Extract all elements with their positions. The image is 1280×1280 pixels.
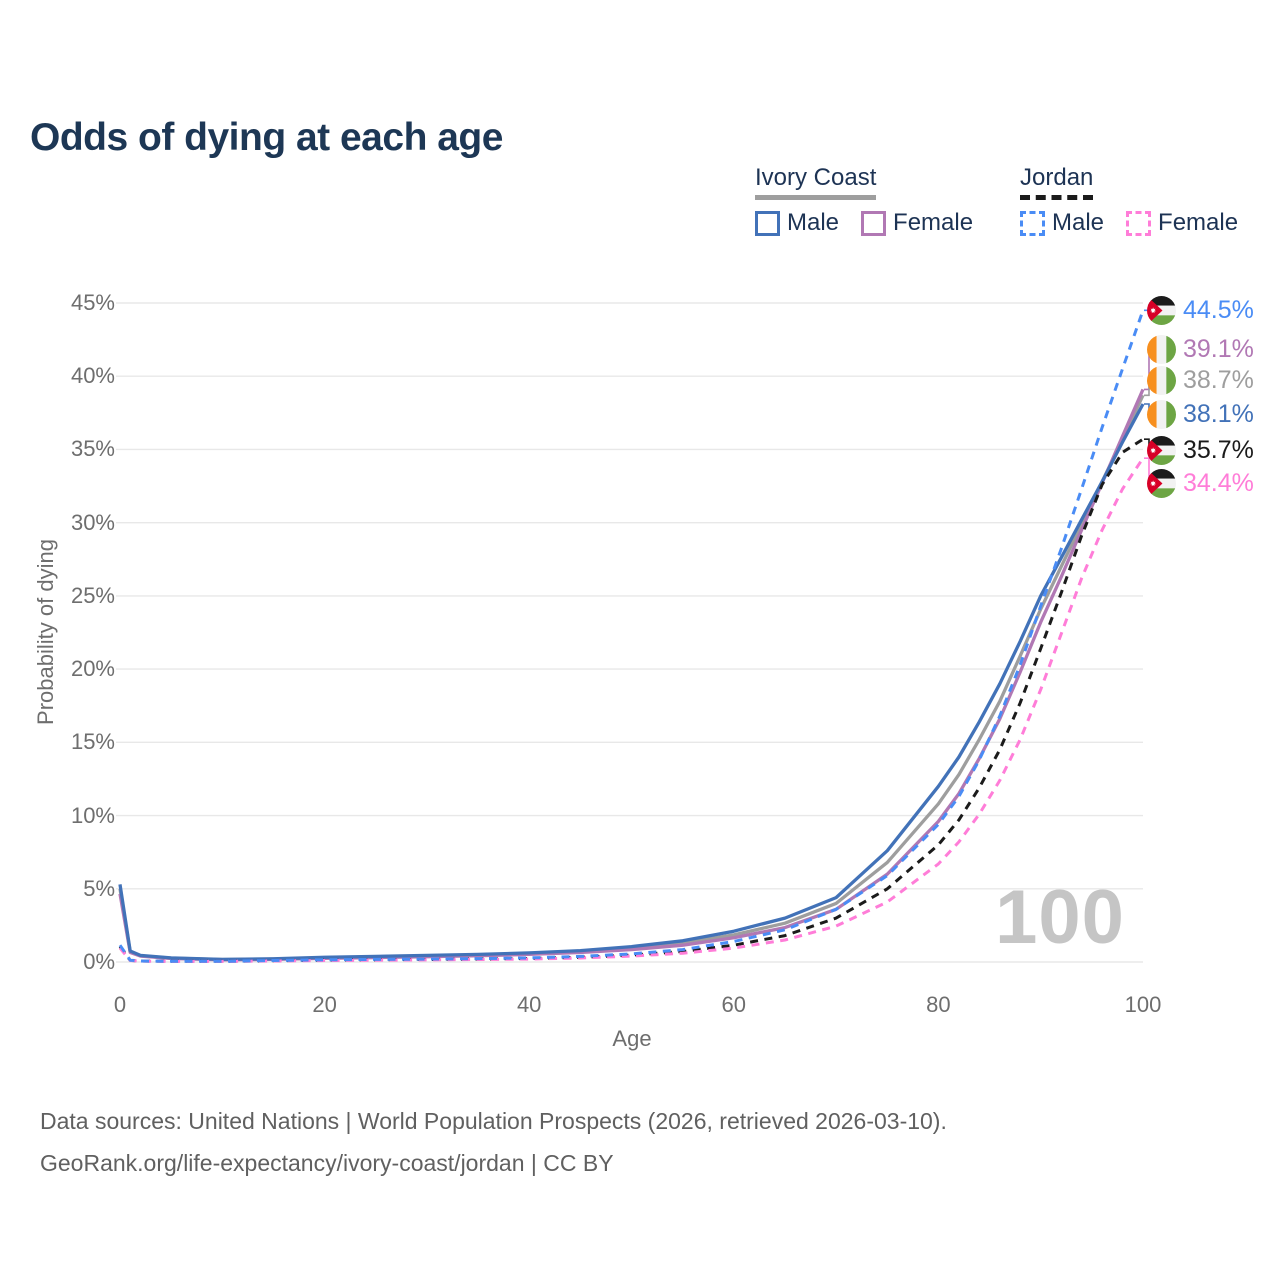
x-tick-label: 40 <box>516 992 542 1017</box>
y-tick-label: 45% <box>70 290 115 315</box>
y-tick-label: 20% <box>70 656 115 682</box>
y-axis-title: Probability of dying <box>33 539 58 725</box>
x-tick-label: 0 <box>113 992 127 1017</box>
end-label-ivory-coast-total: 38.7% <box>1147 366 1254 395</box>
ivory-coast-flag-icon <box>1147 400 1176 429</box>
end-label-value: 35.7% <box>1183 436 1254 464</box>
legend-item-ivory-coast-male[interactable]: Male <box>755 209 839 237</box>
checkbox-ivory-coast-male <box>755 210 780 236</box>
series-line-ivory-coast-total <box>118 394 1145 962</box>
ivory-coast-flag-icon <box>1147 366 1176 395</box>
y-tick-label: 40% <box>70 363 115 389</box>
series-line-ivory-coast-female <box>118 388 1145 962</box>
end-label-value: 38.7% <box>1183 366 1254 394</box>
series-line-ivory-coast-male <box>118 403 1145 962</box>
jordan-flag-icon <box>1147 296 1176 325</box>
end-label-jordan-female: 34.4% <box>1147 469 1254 498</box>
page-title: Odds of dying at each age <box>30 116 503 160</box>
legend-header-ivory-coast[interactable]: Ivory Coast <box>755 164 877 200</box>
legend-group-jordan: Jordan Male Female <box>1020 164 1238 237</box>
legend-item-ivory-coast-female[interactable]: Female <box>861 209 973 237</box>
checkbox-ivory-coast-female <box>861 210 887 236</box>
y-tick-label: 0% <box>83 949 115 974</box>
end-label-jordan-total: 35.7% <box>1147 436 1254 465</box>
hovered-age-watermark: 100 <box>995 875 1125 960</box>
x-tick-label: 100 <box>1124 992 1162 1017</box>
series-line-jordan-male <box>118 309 1145 963</box>
x-tick-label: 60 <box>721 992 747 1017</box>
legend-label: Female <box>893 209 974 236</box>
end-label-value: 44.5% <box>1183 296 1254 324</box>
legend-item-jordan-male[interactable]: Male <box>1020 209 1104 237</box>
end-label-value: 39.1% <box>1183 335 1254 363</box>
y-tick-label: 10% <box>70 802 115 828</box>
data-sources-text: Data sources: United Nations | World Pop… <box>40 1108 947 1134</box>
x-tick-label: 20 <box>312 992 337 1017</box>
jordan-flag-icon <box>1147 469 1176 498</box>
legend-label: Female <box>1158 209 1239 236</box>
jordan-flag-icon <box>1147 436 1176 465</box>
ivory-coast-flag-icon <box>1147 335 1176 364</box>
attribution-link-text: GeoRank.org/life-expectancy/ivory-coast/… <box>40 1150 614 1176</box>
x-tick-label: 80 <box>926 992 951 1017</box>
legend-group-ivory-coast: Ivory Coast Male Female <box>755 164 973 237</box>
end-label-jordan-male: 44.5% <box>1147 296 1254 325</box>
end-label-value: 34.4% <box>1183 469 1254 497</box>
y-tick-label: 15% <box>70 729 115 755</box>
y-tick-label: 35% <box>70 436 115 462</box>
legend-item-jordan-female[interactable]: Female <box>1126 209 1238 237</box>
end-label-value: 38.1% <box>1183 400 1254 428</box>
x-axis-title: Age <box>612 1026 652 1051</box>
y-tick-label: 5% <box>83 875 115 901</box>
legend-label: Male <box>787 209 840 236</box>
end-label-ivory-coast-female: 39.1% <box>1147 335 1254 364</box>
legend-header-jordan[interactable]: Jordan <box>1020 164 1094 200</box>
y-tick-label: 30% <box>70 509 115 535</box>
y-tick-label: 25% <box>70 582 115 608</box>
end-label-ivory-coast-male: 38.1% <box>1147 400 1254 429</box>
legend-label: Male <box>1052 209 1105 236</box>
checkbox-jordan-female <box>1126 210 1152 236</box>
checkbox-jordan-male <box>1020 210 1045 236</box>
series-line-jordan-female <box>118 457 1145 963</box>
